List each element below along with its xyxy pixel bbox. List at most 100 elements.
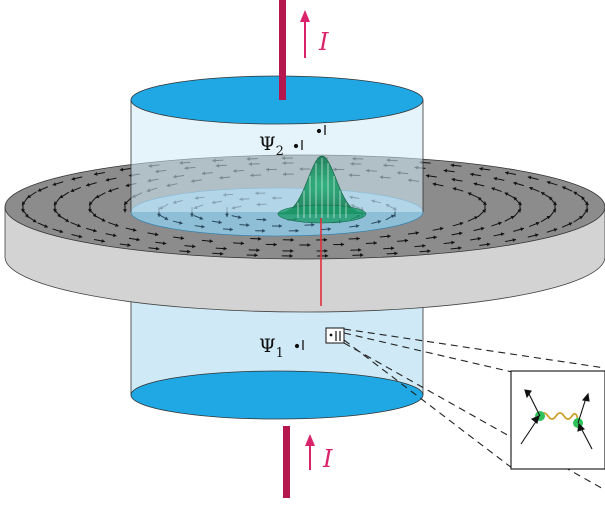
current-label-bottom: I (322, 445, 333, 473)
field-arrow (451, 177, 463, 182)
field-arrow (119, 243, 131, 247)
field-arrow (194, 224, 205, 229)
field-arrow (546, 228, 558, 233)
field-arrow (527, 233, 539, 238)
field-arrow (239, 223, 250, 227)
field-arrow (201, 239, 213, 243)
field-arrow (105, 233, 117, 238)
field-arrow (386, 251, 398, 256)
field-arrow (108, 221, 119, 227)
field-arrow (85, 182, 97, 187)
wire-bottom (283, 426, 290, 498)
field-arrow (282, 237, 294, 242)
field-arrow (215, 246, 227, 251)
field-arrow (548, 196, 557, 206)
field-arrow (348, 236, 360, 241)
field-arrow (333, 242, 345, 247)
field-arrow (581, 196, 589, 206)
wave-packet-grid (297, 158, 347, 218)
field-arrow (467, 216, 479, 222)
field-arrow (147, 232, 159, 237)
field-arrow (95, 215, 106, 222)
current-arrow-top (300, 10, 310, 58)
field-arrow (505, 238, 517, 243)
field-arrow (385, 214, 395, 221)
field-arrow (473, 182, 485, 187)
field-arrow (414, 243, 426, 248)
field-arrow (371, 219, 382, 224)
field-arrow (470, 172, 482, 177)
field-arrow (320, 227, 332, 232)
field-arrow (548, 208, 557, 218)
field-arrow (184, 244, 196, 249)
field-arrow (317, 253, 329, 258)
field-arrow (316, 248, 328, 253)
probe-tick-icon (294, 340, 304, 350)
field-arrow (148, 246, 160, 251)
field-arrow (505, 171, 517, 175)
field-arrow (173, 236, 185, 240)
wave-packet (277, 155, 367, 224)
field-arrow (212, 251, 224, 256)
field-arrow (419, 249, 431, 254)
field-arrow (470, 236, 482, 241)
field-arrow (513, 208, 522, 218)
zoom-lines (343, 328, 605, 491)
field-arrow (529, 221, 540, 228)
field-arrow (246, 253, 258, 258)
field-arrow (561, 186, 573, 192)
field-arrow (105, 177, 117, 182)
field-arrow (88, 196, 97, 206)
field-arrow (491, 221, 502, 227)
field-arrow (125, 227, 137, 232)
field-arrow (272, 224, 282, 228)
field-arrow (304, 222, 315, 227)
field-arrow (193, 215, 204, 220)
field-arrow (397, 238, 409, 243)
field-arrow (37, 222, 49, 228)
field-arrow (443, 168, 455, 173)
field-arrow (250, 236, 262, 241)
field-arrow (491, 187, 502, 193)
field-arrow (452, 187, 464, 192)
psi-lower-label: Ψ1 (259, 335, 284, 361)
field-arrow (231, 215, 242, 219)
field-arrow (513, 227, 525, 232)
field-arrow (540, 215, 551, 223)
probe-tick-icon (293, 140, 303, 150)
field-arrow (211, 220, 222, 225)
field-arrow (451, 231, 463, 236)
field-arrow (513, 181, 525, 187)
field-arrow (233, 241, 245, 246)
field-arrow (432, 182, 444, 187)
field-arrow (450, 246, 462, 251)
field-arrow (350, 248, 362, 252)
field-arrow (255, 228, 266, 233)
field-arrow (365, 241, 377, 245)
field-arrow (450, 163, 462, 168)
field-arrow (477, 196, 487, 206)
field-arrow (479, 167, 491, 171)
field-arrow (513, 196, 522, 206)
field-arrow (467, 192, 479, 198)
field-arrow (299, 243, 311, 247)
field-arrow (425, 174, 437, 178)
field-arrow (59, 191, 70, 199)
lower-cylinder-cap (130, 370, 424, 420)
field-arrow (85, 227, 97, 233)
field-arrow (479, 242, 491, 247)
detector-box-icon (325, 327, 345, 344)
field-arrow (119, 167, 131, 172)
upper-cylinder-cap (130, 75, 424, 125)
field-arrow (172, 220, 183, 225)
field-arrow (527, 175, 539, 180)
field-arrow (265, 242, 277, 247)
field-arrow (477, 208, 487, 218)
current-label-top: I (318, 28, 329, 56)
field-arrow (540, 191, 551, 199)
field-arrow (349, 224, 360, 229)
field-arrow (546, 180, 558, 186)
field-arrow (108, 187, 119, 193)
field-arrow (504, 215, 515, 222)
field-arrow (222, 227, 234, 232)
